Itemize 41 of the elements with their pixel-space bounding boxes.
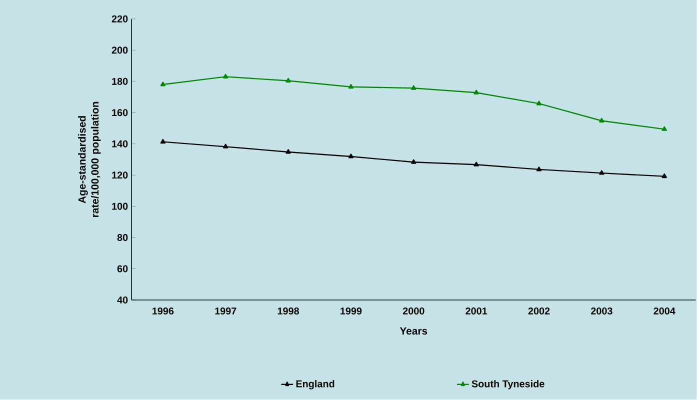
point [662,174,667,178]
point [160,82,166,86]
x-tick-label: 2004 [654,308,676,315]
point [286,149,291,154]
legend-label: England [296,380,334,390]
legend-label: South Tyneside [472,380,544,390]
point [599,170,604,175]
point [286,78,291,83]
point [411,85,416,90]
point [160,139,166,144]
x-tick-label: 1999 [340,308,362,315]
y-tick-label: 180 [112,78,128,86]
point [536,100,542,106]
x-tick-label: 2002 [528,308,550,315]
x-tick-label: 2001 [466,308,488,315]
y-tick-label: 220 [112,16,128,23]
point [474,162,479,167]
x-tick-label: 2000 [402,308,424,315]
y-axis-title: Age-standardised rate/100,000 population [78,102,101,218]
x-tick-label: 1996 [152,308,174,315]
y-tick-label: 200 [112,46,128,54]
point [536,166,542,172]
x-axis-title: Years [400,328,428,335]
y-tick-label: 60 [117,265,128,272]
point [411,159,416,164]
y-tick-label: 100 [112,202,128,210]
point [223,74,228,79]
y-tick-label: 140 [112,140,128,148]
point [474,90,479,95]
point [348,154,354,158]
y-tick-label: 160 [112,109,128,116]
x-tick-label: 2003 [590,308,612,315]
y-tick-label: 80 [117,234,128,242]
y-tick-label: 120 [112,172,128,179]
point [662,126,667,132]
x-tick-label: 1998 [278,308,300,315]
point [599,118,604,123]
point [348,84,354,89]
x-tick-label: 1997 [215,308,236,315]
point [223,144,228,149]
y-tick-label: 40 [117,296,128,304]
